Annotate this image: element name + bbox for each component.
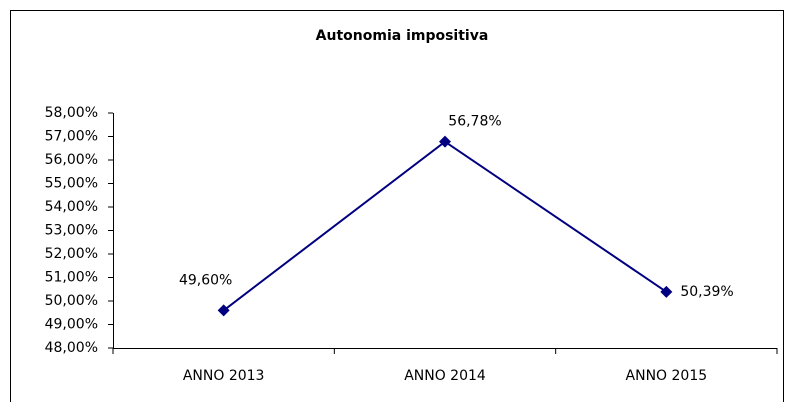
data-label: 50,39%: [680, 284, 733, 300]
y-tick-label: 49,00%: [45, 317, 98, 333]
data-label: 49,60%: [179, 272, 232, 288]
chart-frame: [10, 10, 784, 402]
x-tick-label: ANNO 2015: [626, 368, 708, 384]
y-tick-label: 51,00%: [45, 270, 98, 286]
data-label: 56,78%: [448, 114, 501, 130]
y-tick-label: 48,00%: [45, 340, 98, 356]
y-tick-label: 53,00%: [45, 223, 98, 239]
y-tick-label: 50,00%: [45, 293, 98, 309]
point-marker: [217, 304, 230, 317]
chart-title: Autonomia impositiva: [316, 28, 489, 44]
y-tick-label: 56,00%: [45, 152, 98, 168]
point-marker: [439, 135, 451, 148]
y-tick-label: 58,00%: [45, 105, 98, 121]
series-line: [223, 140, 667, 312]
y-tick-label: 52,00%: [45, 246, 98, 262]
y-tick-label: 54,00%: [45, 199, 98, 215]
x-tick-label: ANNO 2014: [404, 368, 486, 384]
x-tick-label: ANNO 2013: [183, 368, 265, 384]
y-tick-label: 55,00%: [45, 176, 98, 192]
point-marker: [660, 285, 673, 298]
y-tick-label: 57,00%: [45, 129, 98, 145]
